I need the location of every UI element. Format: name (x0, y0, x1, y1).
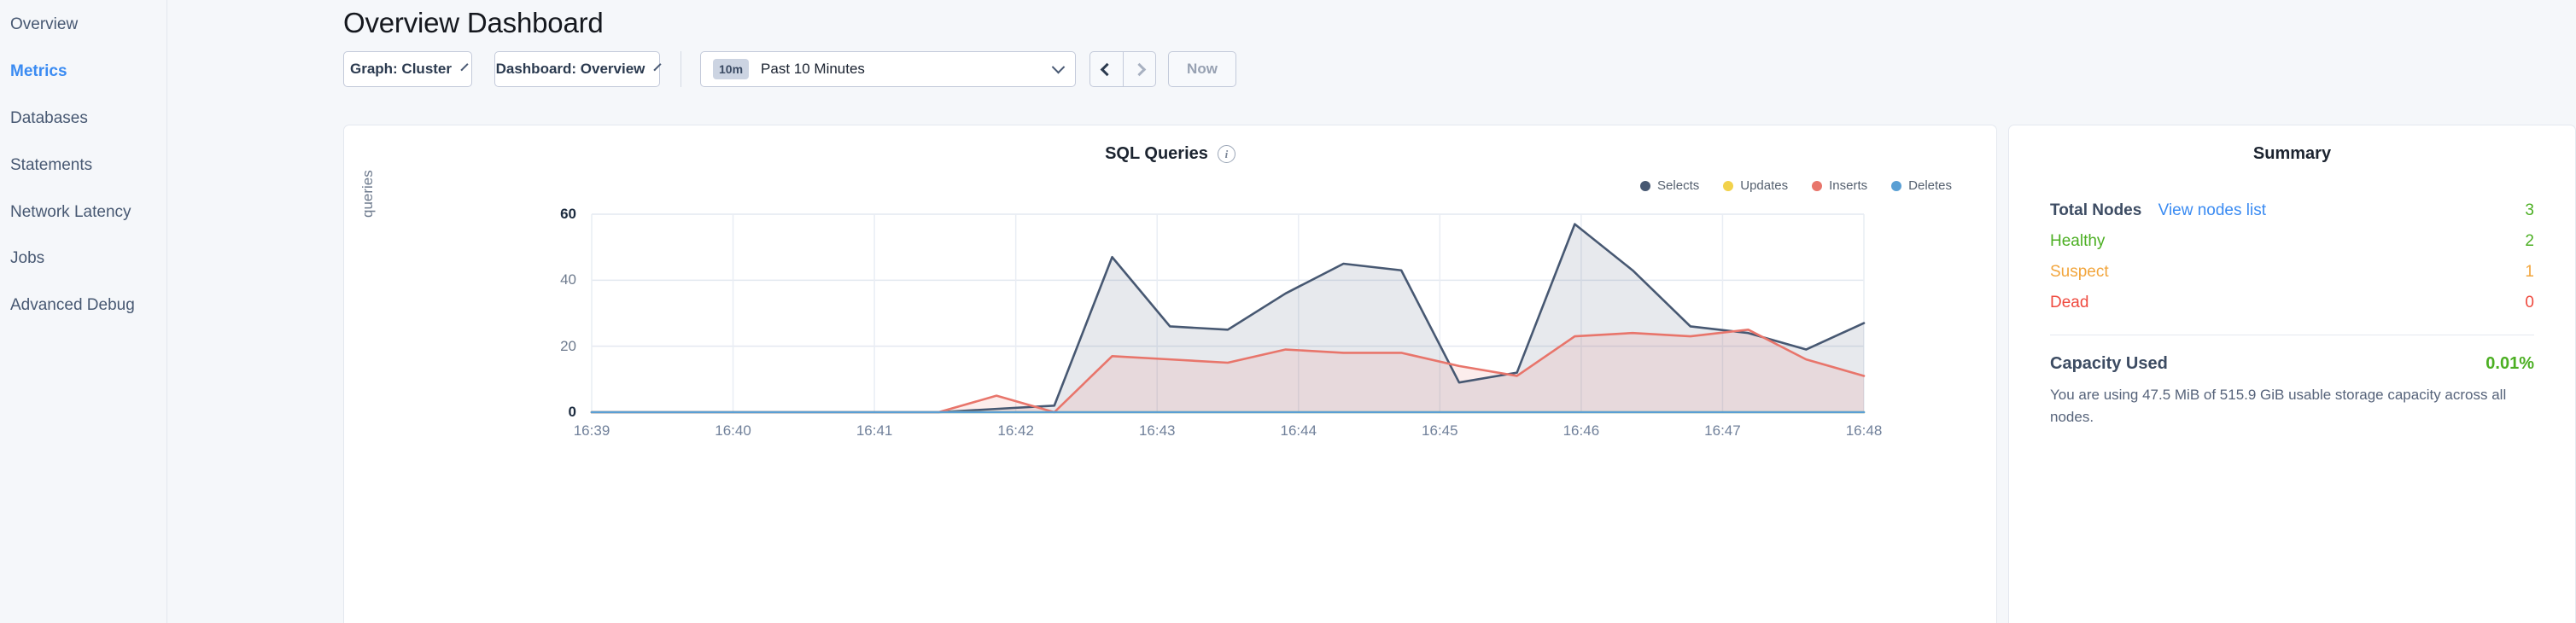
chevron-down-icon (653, 62, 662, 71)
previous-time-button[interactable] (1090, 52, 1123, 86)
summary-card: Summary Total Nodes View nodes list 3 He… (2008, 125, 2576, 623)
node-status-row-healthy: Healthy 2 (2050, 232, 2534, 251)
y-axis-tick: 0 (568, 404, 576, 420)
total-nodes-row: Total Nodes View nodes list 3 (2050, 201, 2534, 220)
legend-item-selects[interactable]: Selects (1640, 178, 1699, 193)
chart-plot-area: 0 20 40 60 16:39 16:40 16:41 16:42 16:43 16:44 16:… (344, 206, 1998, 439)
sql-queries-chart-card: SQL Queries i Selects Updates Inserts Delet… (343, 125, 1997, 623)
x-axis-tick: 16:44 (1280, 422, 1317, 439)
toolbar: Graph: Cluster Dashboard: Overview 10m P… (343, 51, 1236, 87)
page-title: Overview Dashboard (343, 7, 604, 38)
x-axis-tick: 16:46 (1563, 422, 1600, 439)
main-content: Overview Dashboard Graph: Cluster Dashbo… (167, 0, 2576, 623)
x-axis-tick: 16:48 (1845, 422, 1883, 439)
graph-select-label: Graph: Cluster (349, 61, 453, 77)
node-status-value: 0 (2525, 294, 2534, 312)
legend-dot-icon (1640, 180, 1651, 191)
x-axis-tick: 16:43 (1138, 422, 1176, 439)
sidebar-item-databases[interactable]: Databases (10, 108, 88, 127)
next-time-button[interactable] (1123, 52, 1155, 86)
legend-dot-icon (1723, 180, 1734, 191)
chevron-down-icon (460, 62, 469, 71)
x-axis-tick: 16:45 (1422, 422, 1458, 439)
sidebar-item-metrics[interactable]: Metrics (10, 61, 67, 80)
view-nodes-list-link[interactable]: View nodes list (2158, 201, 2266, 219)
dashboard-select[interactable]: Dashboard: Overview (494, 51, 662, 87)
node-status-label: Healthy (2050, 232, 2106, 250)
x-axis-tick: 16:42 (997, 422, 1034, 439)
chart-area-inserts (592, 329, 1864, 412)
node-status-label: Suspect (2050, 263, 2109, 281)
time-range-badge: 10m (713, 59, 750, 79)
time-range-select[interactable]: 10m Past 10 Minutes (700, 51, 1076, 87)
legend-label: Updates (1740, 178, 1789, 193)
chevron-down-icon (1051, 60, 1066, 73)
legend-label: Inserts (1829, 178, 1868, 193)
chevron-right-icon (1132, 62, 1147, 76)
node-status-label: Dead (2050, 294, 2089, 312)
sidebar: Overview Metrics Databases Statements Networ… (0, 0, 167, 623)
chart-legend: Selects Updates Inserts Deletes (1640, 178, 1952, 193)
legend-item-updates[interactable]: Updates (1723, 178, 1788, 193)
x-axis-tick: 16:39 (573, 422, 610, 439)
total-nodes-label: Total Nodes (2050, 201, 2142, 219)
chevron-left-icon (1100, 62, 1113, 76)
total-nodes-value: 3 (2525, 201, 2534, 219)
node-status-row-dead: Dead 0 (2050, 294, 2534, 312)
chart-title: SQL Queries (1105, 144, 1208, 163)
legend-item-inserts[interactable]: Inserts (1812, 178, 1867, 193)
x-axis-tick: 16:40 (715, 422, 751, 439)
node-status-value: 1 (2525, 263, 2534, 281)
legend-item-deletes[interactable]: Deletes (1891, 178, 1952, 193)
y-axis-tick: 60 (560, 206, 576, 222)
chart-title-row: SQL Queries i (344, 144, 1996, 164)
legend-dot-icon (1891, 180, 1902, 191)
chart-svg (590, 213, 1866, 414)
y-axis-tick: 40 (560, 271, 576, 288)
sidebar-item-network-latency[interactable]: Network Latency (10, 202, 131, 221)
info-icon[interactable]: i (1217, 145, 1235, 163)
node-status-rows: Healthy 2 Suspect 1 Dead 0 (2050, 232, 2534, 312)
x-axis-tick: 16:41 (856, 422, 893, 439)
time-nav-group (1089, 51, 1156, 87)
capacity-description: You are using 47.5 MiB of 515.9 GiB usab… (2050, 387, 2507, 426)
sidebar-item-statements[interactable]: Statements (10, 155, 93, 174)
graph-select[interactable]: Graph: Cluster (343, 51, 472, 87)
chart-area-selects (592, 224, 1864, 412)
now-button[interactable]: Now (1168, 51, 1236, 87)
sidebar-item-advanced-debug[interactable]: Advanced Debug (10, 296, 135, 315)
legend-label: Selects (1657, 178, 1700, 193)
sidebar-item-overview[interactable]: Overview (10, 15, 79, 33)
sidebar-item-jobs[interactable]: Jobs (10, 249, 45, 268)
legend-dot-icon (1812, 180, 1823, 191)
x-axis-tick: 16:47 (1704, 422, 1741, 439)
summary-title: Summary (2252, 144, 2332, 163)
capacity-used-label: Capacity Used (2050, 354, 2168, 373)
node-status-row-suspect: Suspect 1 (2050, 263, 2534, 282)
legend-label: Deletes (1908, 178, 1952, 193)
node-status-value: 2 (2525, 232, 2534, 250)
capacity-used-row: Capacity Used 0.01% (2050, 354, 2534, 374)
dashboard-select-label: Dashboard: Overview (495, 61, 645, 77)
time-range-label: Past 10 Minutes (761, 61, 865, 77)
capacity-used-value: 0.01% (2485, 354, 2534, 373)
y-axis-tick: 20 (560, 337, 576, 354)
